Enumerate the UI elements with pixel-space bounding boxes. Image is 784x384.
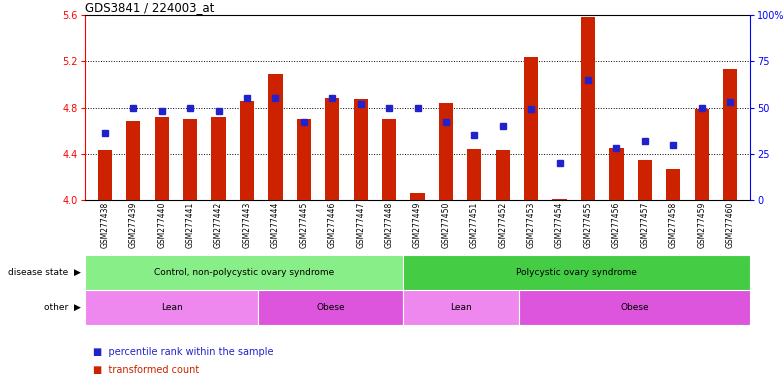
Bar bbox=[467, 149, 481, 200]
Text: GSM277446: GSM277446 bbox=[328, 202, 337, 248]
Bar bbox=[354, 99, 368, 200]
Bar bbox=[259, 290, 403, 325]
Bar bbox=[126, 121, 140, 200]
Text: other  ▶: other ▶ bbox=[44, 303, 81, 312]
Bar bbox=[98, 150, 112, 200]
Bar bbox=[268, 74, 282, 200]
Text: GSM277443: GSM277443 bbox=[242, 202, 252, 248]
Bar bbox=[403, 255, 750, 290]
Bar bbox=[154, 117, 169, 200]
Text: GSM277449: GSM277449 bbox=[413, 202, 422, 248]
Text: GSM277441: GSM277441 bbox=[186, 202, 194, 248]
Text: GSM277457: GSM277457 bbox=[641, 202, 649, 248]
Bar bbox=[609, 148, 623, 200]
Text: GSM277440: GSM277440 bbox=[158, 202, 166, 248]
Text: GSM277438: GSM277438 bbox=[100, 202, 110, 248]
Bar bbox=[695, 109, 709, 200]
Bar bbox=[325, 98, 339, 200]
Text: GSM277454: GSM277454 bbox=[555, 202, 564, 248]
Text: GSM277450: GSM277450 bbox=[441, 202, 451, 248]
Text: GSM277453: GSM277453 bbox=[527, 202, 535, 248]
Bar bbox=[85, 290, 259, 325]
Bar bbox=[382, 119, 396, 200]
Bar bbox=[637, 159, 652, 200]
Bar bbox=[183, 119, 198, 200]
Bar bbox=[666, 169, 681, 200]
Bar bbox=[519, 290, 750, 325]
Bar bbox=[296, 119, 311, 200]
Text: GSM277458: GSM277458 bbox=[669, 202, 678, 248]
Bar bbox=[212, 117, 226, 200]
Text: GDS3841 / 224003_at: GDS3841 / 224003_at bbox=[85, 1, 214, 14]
Text: GSM277442: GSM277442 bbox=[214, 202, 223, 248]
Text: ■  transformed count: ■ transformed count bbox=[93, 365, 199, 375]
Text: GSM277445: GSM277445 bbox=[299, 202, 308, 248]
Text: Lean: Lean bbox=[161, 303, 183, 312]
Text: Lean: Lean bbox=[450, 303, 472, 312]
Bar bbox=[581, 17, 595, 200]
Text: GSM277451: GSM277451 bbox=[470, 202, 479, 248]
Text: GSM277456: GSM277456 bbox=[612, 202, 621, 248]
Text: GSM277459: GSM277459 bbox=[697, 202, 706, 248]
Bar bbox=[723, 70, 737, 200]
Bar bbox=[524, 56, 539, 200]
Bar bbox=[85, 255, 403, 290]
Text: disease state  ▶: disease state ▶ bbox=[8, 268, 81, 277]
Text: GSM277460: GSM277460 bbox=[726, 202, 735, 248]
Text: ■  percentile rank within the sample: ■ percentile rank within the sample bbox=[93, 347, 274, 357]
Bar bbox=[410, 193, 425, 200]
Text: GSM277455: GSM277455 bbox=[583, 202, 593, 248]
Text: Polycystic ovary syndrome: Polycystic ovary syndrome bbox=[516, 268, 637, 277]
Text: GSM277439: GSM277439 bbox=[129, 202, 138, 248]
Text: GSM277444: GSM277444 bbox=[271, 202, 280, 248]
Text: GSM277448: GSM277448 bbox=[385, 202, 394, 248]
Text: GSM277452: GSM277452 bbox=[499, 202, 507, 248]
Text: Obese: Obese bbox=[620, 303, 648, 312]
Bar bbox=[240, 101, 254, 200]
Bar bbox=[553, 199, 567, 200]
Text: Obese: Obese bbox=[317, 303, 345, 312]
Text: Control, non-polycystic ovary syndrome: Control, non-polycystic ovary syndrome bbox=[154, 268, 334, 277]
Bar bbox=[403, 290, 519, 325]
Bar bbox=[439, 103, 453, 200]
Text: GSM277447: GSM277447 bbox=[356, 202, 365, 248]
Bar bbox=[495, 150, 510, 200]
